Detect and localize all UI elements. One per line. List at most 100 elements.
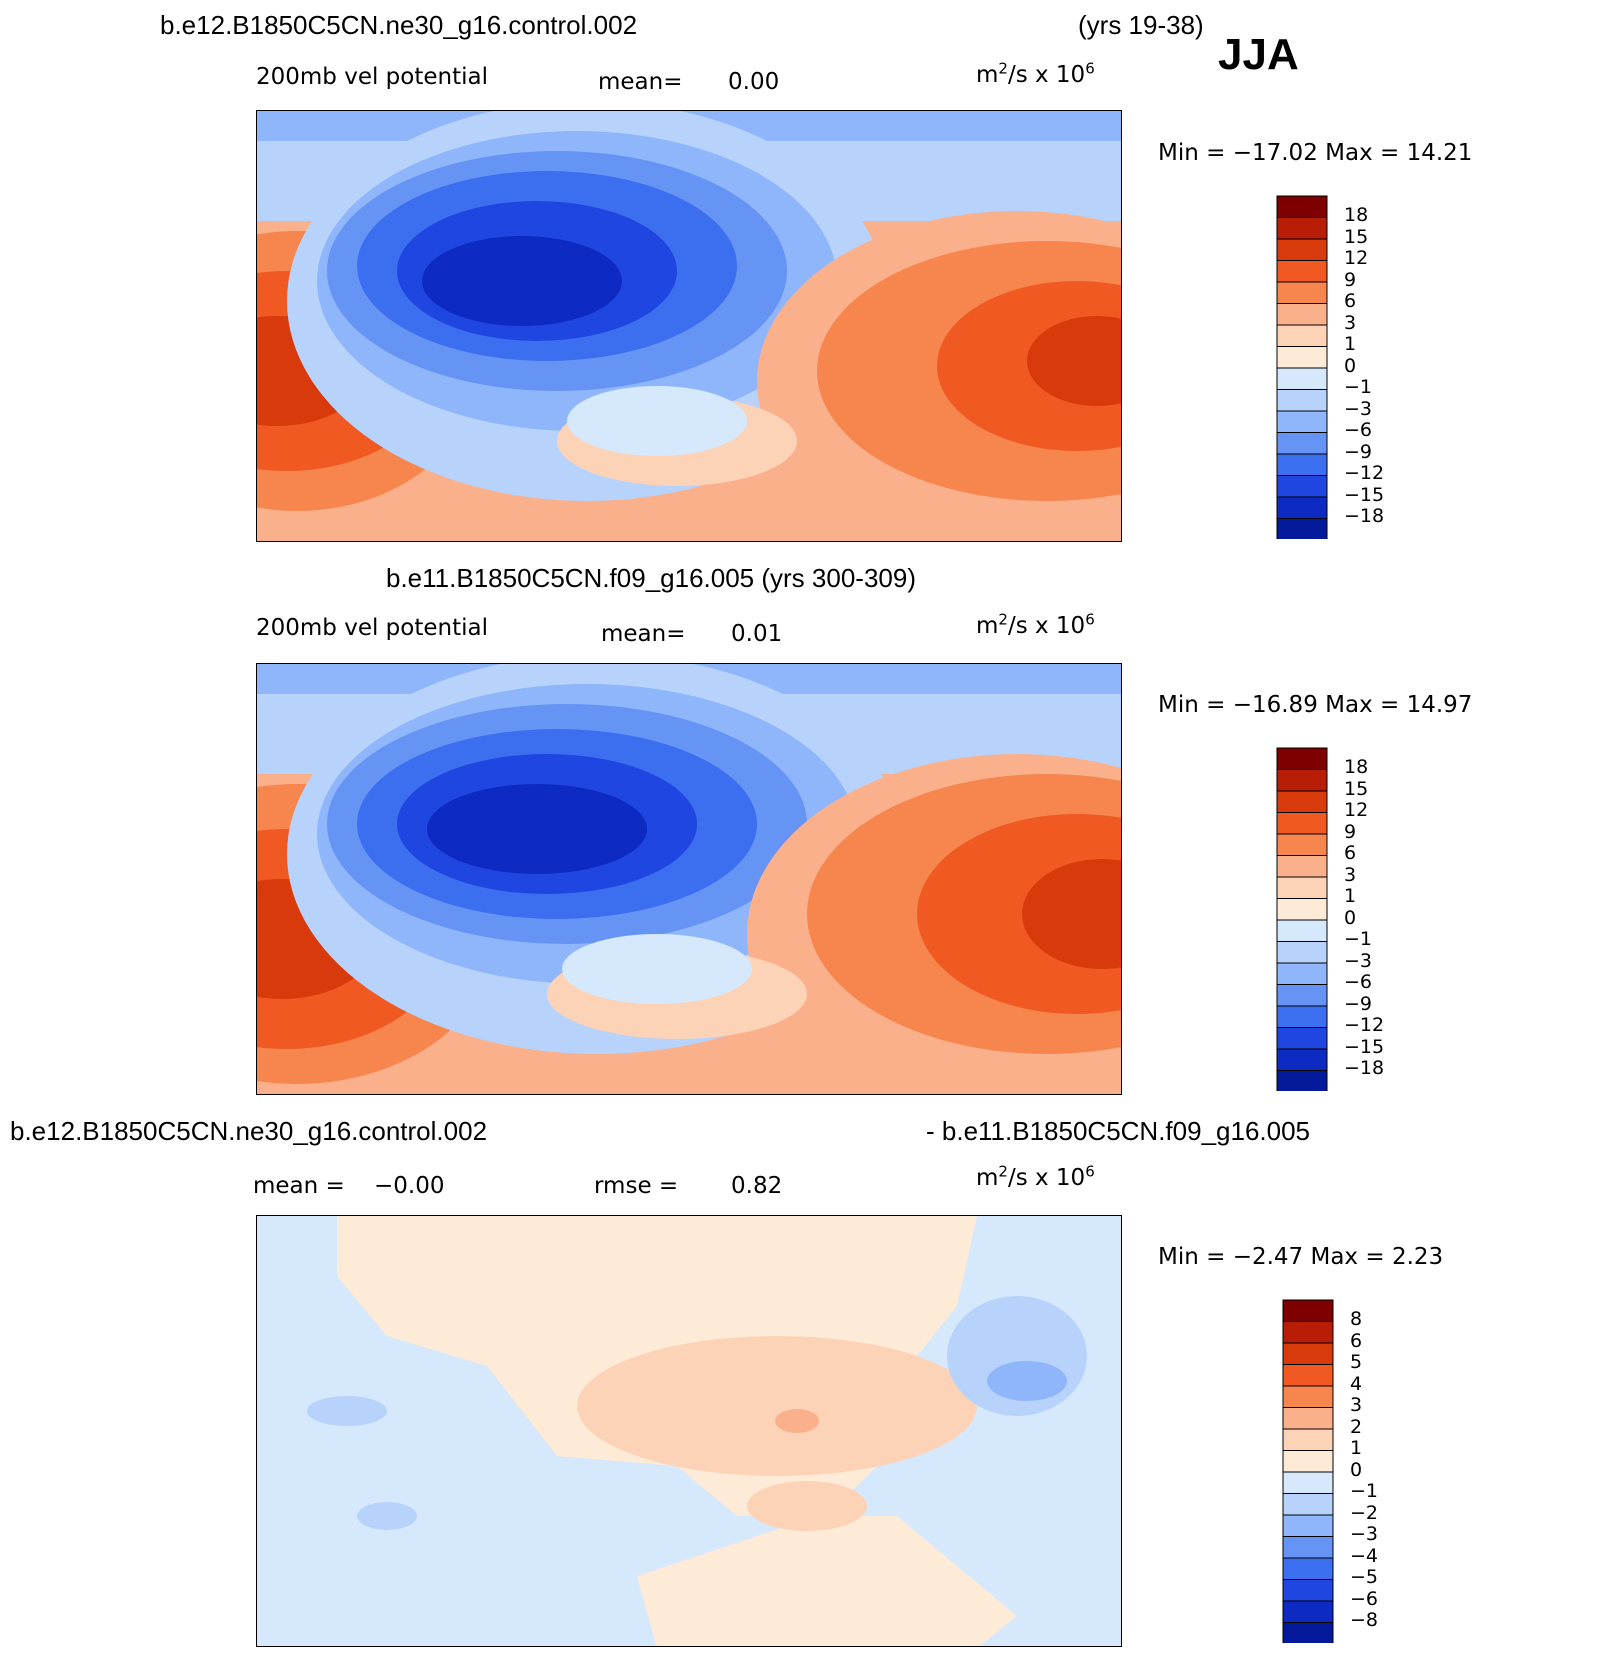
panel3-rmse-label: rmse =: [594, 1173, 679, 1199]
colorbar-tick-label: 1: [1344, 885, 1357, 907]
colorbar-tick-label: 18: [1344, 204, 1369, 226]
colorbar-tick-label: 8: [1350, 1308, 1363, 1330]
units-base: m: [976, 62, 999, 88]
panel3-colorbar: [1282, 1299, 1334, 1643]
panel2-mean-label: mean=: [601, 621, 686, 647]
colorbar-tick-label: −1: [1350, 1480, 1379, 1502]
units-exp: 2: [998, 59, 1008, 78]
colorbar-swatch: [1282, 1471, 1334, 1494]
colorbar-swatch: [1282, 1407, 1334, 1430]
colorbar-swatch: [1276, 410, 1328, 433]
colorbar-tick-label: 1: [1350, 1437, 1363, 1459]
colorbar-tick-label: −18: [1344, 1057, 1385, 1079]
colorbar-swatch: [1276, 898, 1328, 921]
colorbar-tick-label: −3: [1344, 949, 1373, 972]
panel1-title: b.e12.B1850C5CN.ne30_g16.control.002: [160, 10, 638, 40]
colorbar-swatch: [1276, 238, 1328, 261]
years-label: (yrs 19-38): [1078, 10, 1204, 40]
colorbar-tick-label: 15: [1344, 225, 1369, 248]
panel3-title-left: b.e12.B1850C5CN.ne30_g16.control.002: [10, 1116, 488, 1146]
colorbar-swatch: [1282, 1321, 1334, 1344]
panel2-mean-value: 0.01: [731, 621, 783, 647]
colorbar-swatch: [1276, 984, 1328, 1007]
colorbar-swatch: [1276, 1048, 1328, 1071]
panel1-units: m2/s x 106: [976, 59, 1095, 88]
colorbar-tick-label: 6: [1350, 1329, 1363, 1352]
colorbar-tick-label: −5: [1350, 1566, 1379, 1588]
panel3-contour-field: [257, 1216, 1121, 1646]
panel3-mean-value: −0.00: [374, 1173, 445, 1199]
colorbar-swatch: [1276, 496, 1328, 519]
colorbar-swatch: [1276, 195, 1328, 218]
colorbar-swatch: [1276, 518, 1328, 539]
colorbar-swatch: [1276, 941, 1328, 964]
colorbar-tick-label: −4: [1350, 1544, 1379, 1567]
colorbar-tick-label: −9: [1344, 440, 1373, 463]
colorbar-swatch: [1276, 1070, 1328, 1091]
colorbar-tick-label: −15: [1344, 1035, 1385, 1058]
panel3-map: [256, 1215, 1122, 1647]
units-exp: 2: [998, 610, 1008, 629]
season-label: JJA: [1218, 30, 1299, 79]
colorbar-swatch: [1276, 1027, 1328, 1050]
colorbar-swatch: [1282, 1514, 1334, 1537]
panel1-variable-label: 200mb vel potential: [256, 64, 488, 90]
colorbar-swatch: [1276, 389, 1328, 412]
colorbar-swatch: [1276, 812, 1328, 835]
colorbar-swatch: [1282, 1493, 1334, 1516]
units-mid: /s x 10: [1007, 613, 1086, 639]
colorbar-tick-label: −3: [1344, 397, 1373, 420]
panel2-colorbar-labels: 18 15 12 9 6 3 1 0 −1 −3 −6 −9 −12 −15 −18: [1344, 756, 1385, 1080]
colorbar-swatch: [1282, 1622, 1334, 1643]
colorbar-swatch: [1282, 1450, 1334, 1473]
colorbar-tick-label: 12: [1344, 799, 1369, 821]
panel2-map: [256, 663, 1122, 1095]
panel3-title-right: - b.e11.B1850C5CN.f09_g16.005: [926, 1116, 1311, 1146]
colorbar-tick-label: 9: [1344, 268, 1357, 291]
colorbar-tick-label: −6: [1344, 971, 1373, 993]
colorbar-swatch: [1282, 1600, 1334, 1623]
colorbar-tick-label: −18: [1344, 505, 1385, 527]
colorbar-tick-label: 12: [1344, 247, 1369, 269]
colorbar-tick-label: −6: [1350, 1587, 1379, 1610]
colorbar-swatch: [1282, 1536, 1334, 1559]
panel2-minmax: Min = −16.89 Max = 14.97: [1158, 692, 1473, 718]
units-exp2: 6: [1085, 610, 1095, 629]
panel3-minmax: Min = −2.47 Max = 2.23: [1158, 1244, 1444, 1270]
colorbar-swatch: [1276, 346, 1328, 369]
colorbar-tick-label: −1: [1344, 928, 1373, 950]
colorbar-tick-label: 9: [1344, 820, 1357, 843]
colorbar-swatch: [1276, 303, 1328, 326]
colorbar-tick-label: −9: [1344, 992, 1373, 1015]
panel2-colorbar: [1276, 747, 1328, 1091]
units-mid: /s x 10: [1007, 1165, 1086, 1191]
colorbar-tick-label: −8: [1350, 1609, 1379, 1631]
panel2-units: m2/s x 106: [976, 610, 1095, 639]
units-exp2: 6: [1085, 1162, 1095, 1181]
colorbar-swatch: [1282, 1385, 1334, 1408]
panel3-mean-label: mean =: [253, 1173, 345, 1199]
units-base: m: [976, 1165, 999, 1191]
panel2-variable-label: 200mb vel potential: [256, 615, 488, 641]
colorbar-swatch: [1276, 453, 1328, 476]
panel3-colorbar-labels: 8 6 5 4 3 2 1 0 −1 −2 −3 −4 −5 −6 −8: [1350, 1308, 1379, 1632]
colorbar-tick-label: −2: [1350, 1501, 1379, 1524]
panel1-contour-field: [257, 111, 1121, 541]
colorbar-swatch: [1282, 1364, 1334, 1387]
colorbar-tick-label: 5: [1350, 1351, 1363, 1373]
colorbar-swatch: [1276, 855, 1328, 878]
units-exp2: 6: [1085, 59, 1095, 78]
colorbar-swatch: [1282, 1342, 1334, 1365]
units-exp: 2: [998, 1162, 1008, 1181]
colorbar-tick-label: −12: [1344, 1014, 1385, 1036]
colorbar-swatch: [1282, 1299, 1334, 1322]
panel1-colorbar-labels: 18 15 12 9 6 3 1 0 −1 −3 −6 −9 −12 −15 −18: [1344, 204, 1385, 528]
colorbar-swatch: [1276, 1005, 1328, 1028]
panel1-mean-label: mean=: [598, 69, 683, 95]
colorbar-tick-label: −1: [1344, 376, 1373, 398]
colorbar-swatch: [1276, 281, 1328, 304]
colorbar-swatch: [1276, 962, 1328, 985]
colorbar-tick-label: −15: [1344, 483, 1385, 506]
panel3-units: m2/s x 106: [976, 1162, 1095, 1191]
colorbar-tick-label: −3: [1350, 1523, 1379, 1545]
